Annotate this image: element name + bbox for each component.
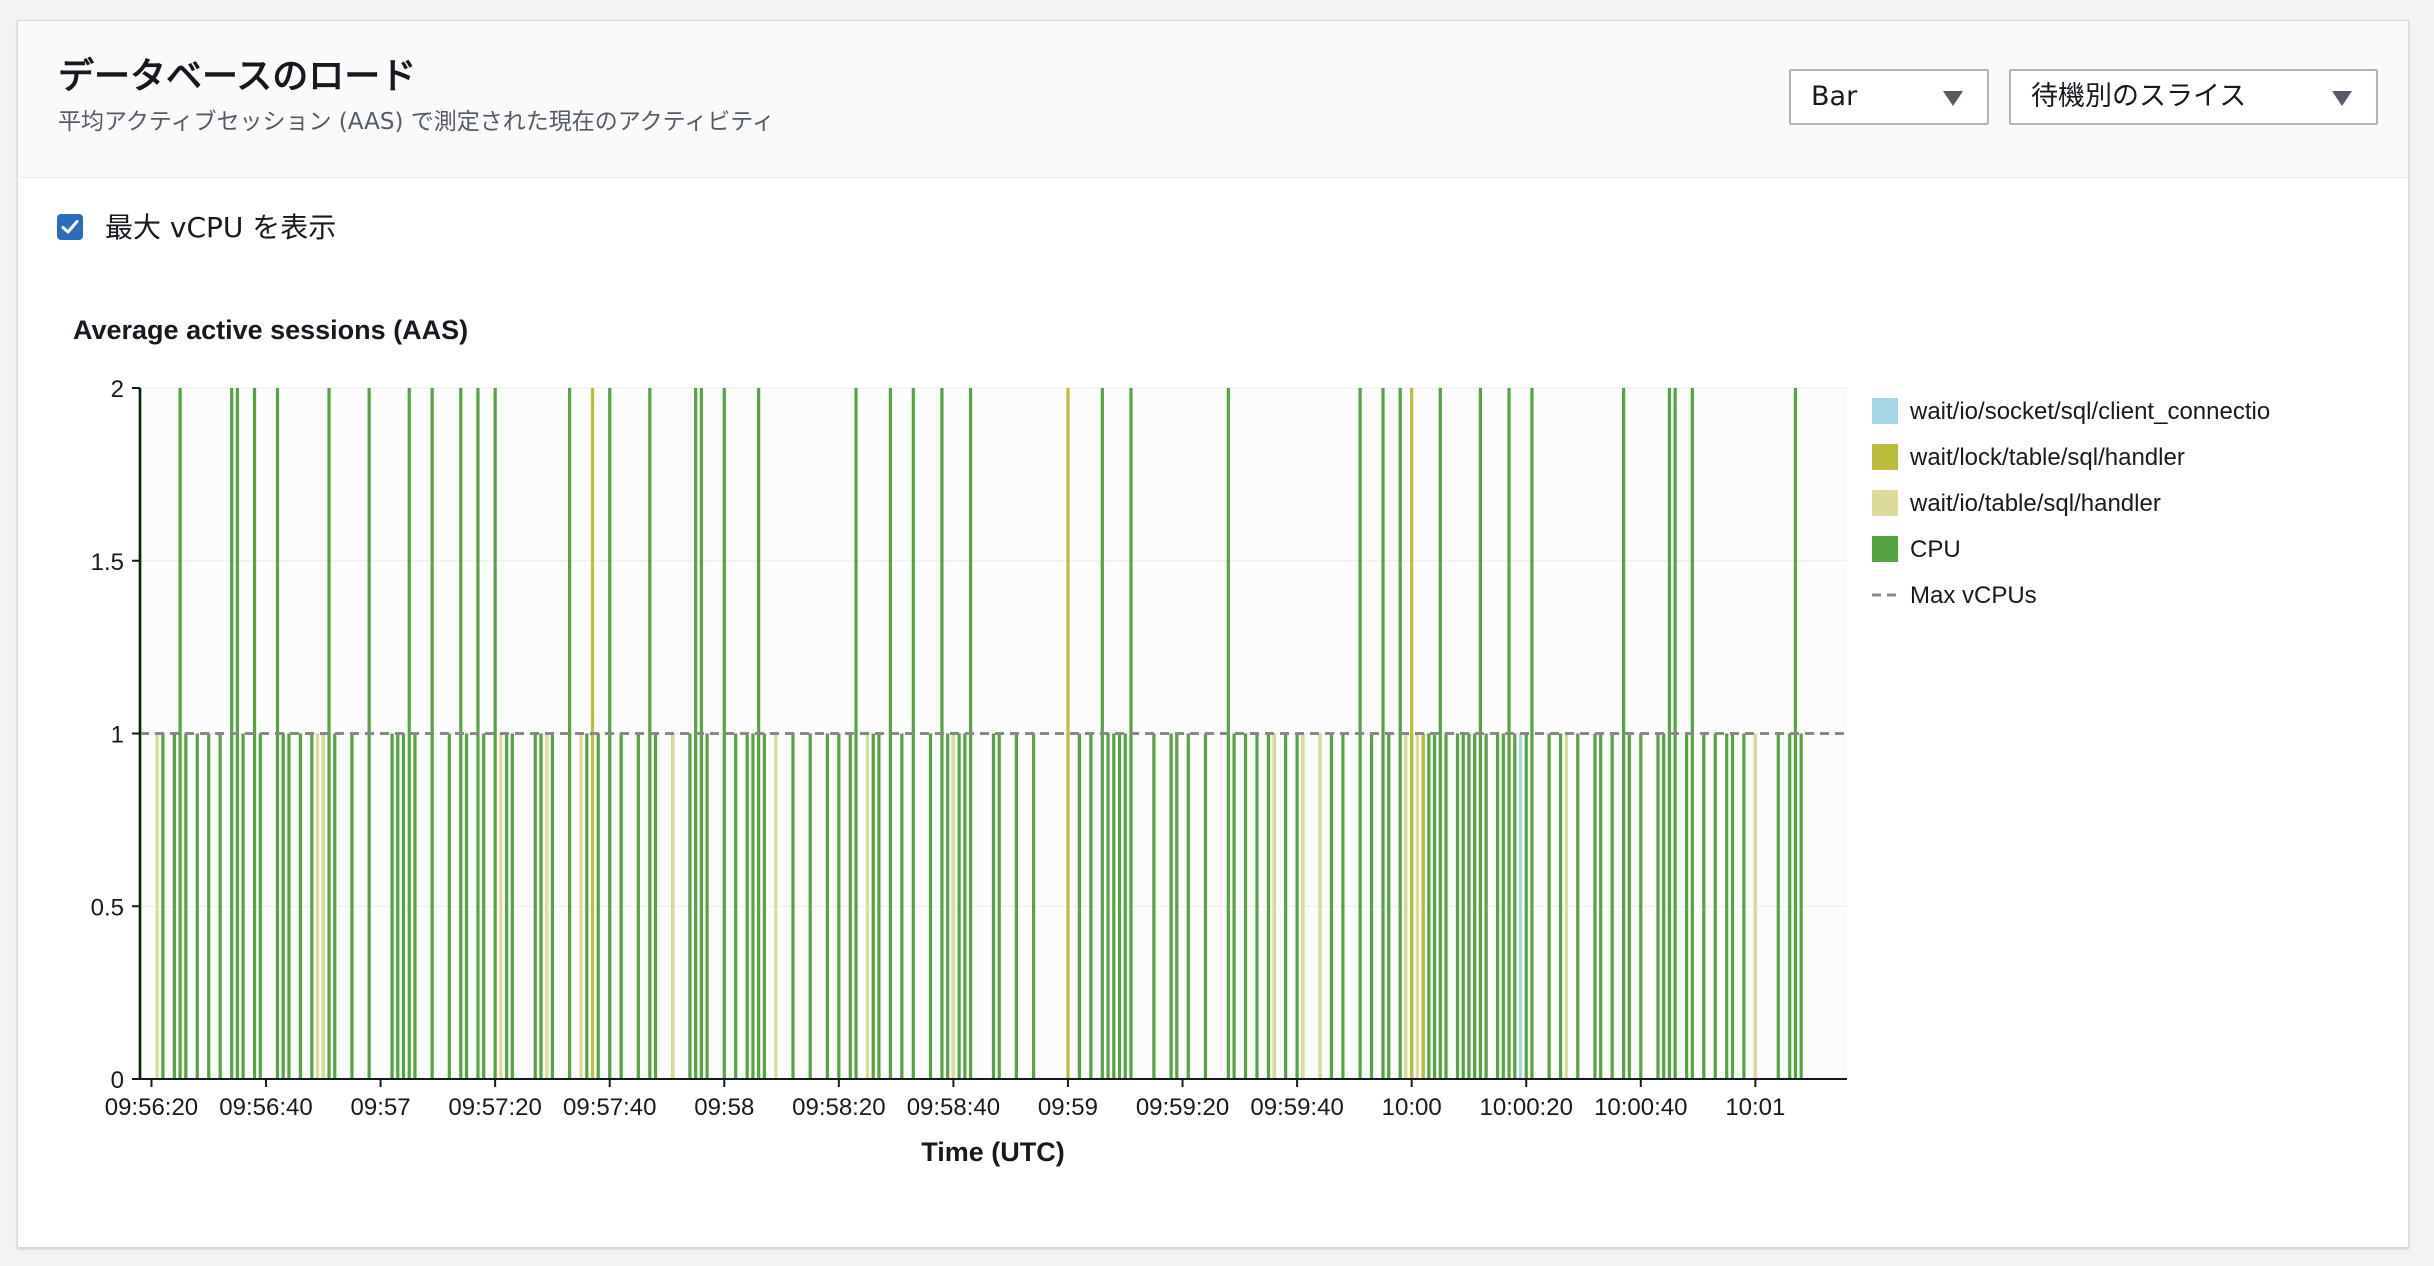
y-tick-label: 1.5 bbox=[91, 549, 124, 576]
page-subtitle: 平均アクティブセッション (AAS) で測定された現在のアクティビティ bbox=[58, 109, 775, 135]
x-tick-label: 09:56:20 bbox=[105, 1094, 198, 1121]
chart-title: Average active sessions (AAS) bbox=[73, 315, 469, 345]
x-tick-labels: 09:56:20 09:56:40 09:57 09:57:20 09:57:40 09:… bbox=[105, 1079, 1785, 1121]
legend-label: wait/io/socket/sql/client_connectio bbox=[1909, 398, 2270, 425]
x-tick-label: 09:58 bbox=[694, 1094, 754, 1121]
chart-type-value: Bar bbox=[1811, 81, 1858, 112]
show-max-vcpu-checkbox[interactable] bbox=[57, 214, 83, 240]
caret-down-icon bbox=[2332, 91, 2352, 106]
x-tick-label: 10:00:40 bbox=[1594, 1094, 1687, 1121]
legend-swatch-wait-io-socket bbox=[1872, 398, 1898, 424]
x-tick-label: 09:58:20 bbox=[792, 1094, 885, 1121]
x-tick-label: 09:59:40 bbox=[1250, 1094, 1343, 1121]
show-max-vcpu-label: 最大 vCPU を表示 bbox=[105, 211, 337, 244]
x-tick-label: 10:01 bbox=[1725, 1094, 1785, 1121]
page-title: データベースのロード bbox=[58, 56, 417, 97]
legend-swatch-wait-lock-table bbox=[1872, 444, 1898, 470]
slice-by-select[interactable]: 待機別のスライス bbox=[2009, 69, 2378, 125]
legend-swatch-wait-io-table bbox=[1872, 490, 1898, 516]
slice-by-value: 待機別のスライス bbox=[2031, 81, 2247, 112]
x-tick-label: 09:56:40 bbox=[219, 1094, 312, 1121]
legend-swatch-cpu bbox=[1872, 536, 1898, 562]
y-tick-label: 2 bbox=[111, 376, 124, 403]
x-tick-label: 10:00:20 bbox=[1480, 1094, 1573, 1121]
checkmark-icon bbox=[61, 220, 79, 234]
y-tick-labels: 0 0.5 1 1.5 2 bbox=[91, 376, 140, 1094]
chart-type-select[interactable]: Bar bbox=[1789, 69, 1989, 125]
x-axis-label: Time (UTC) bbox=[921, 1137, 1065, 1167]
legend-label: Max vCPUs bbox=[1910, 582, 2037, 609]
y-tick-label: 1 bbox=[111, 722, 124, 749]
panel-header: データベースのロード 平均アクティブセッション (AAS) で測定された現在のア… bbox=[18, 21, 2408, 178]
x-tick-label: 09:59:20 bbox=[1136, 1094, 1229, 1121]
x-tick-label: 10:00 bbox=[1382, 1094, 1442, 1121]
x-tick-label: 09:57 bbox=[351, 1094, 411, 1121]
caret-down-icon bbox=[1943, 91, 1963, 106]
y-tick-label: 0.5 bbox=[91, 894, 124, 921]
x-tick-label: 09:59 bbox=[1038, 1094, 1098, 1121]
x-tick-label: 09:58:40 bbox=[907, 1094, 1000, 1121]
x-tick-label: 09:57:40 bbox=[563, 1094, 656, 1121]
y-tick-label: 0 bbox=[111, 1067, 124, 1094]
legend-label: wait/io/table/sql/handler bbox=[1909, 490, 2161, 517]
chart-legend: wait/io/socket/sql/client_connectio wait/… bbox=[1872, 398, 2270, 609]
x-tick-label: 09:57:20 bbox=[448, 1094, 541, 1121]
legend-label: CPU bbox=[1910, 536, 1961, 563]
legend-label: wait/lock/table/sql/handler bbox=[1909, 444, 2185, 471]
